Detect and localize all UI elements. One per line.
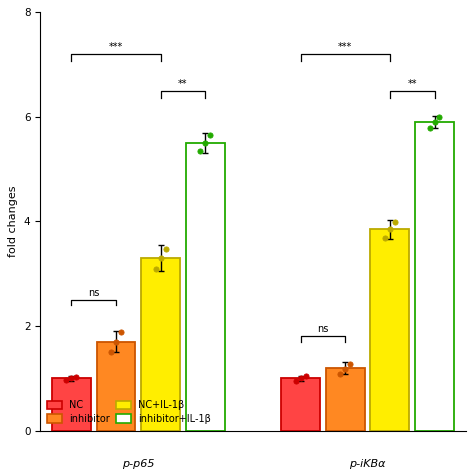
Text: p-iKBα: p-iKBα bbox=[349, 459, 386, 469]
Point bbox=[157, 254, 164, 262]
Legend: NC, inhibitor, NC+IL-1β, inhibitor+IL-1β: NC, inhibitor, NC+IL-1β, inhibitor+IL-1β bbox=[45, 399, 213, 426]
Point bbox=[152, 264, 159, 272]
Bar bbox=[371, 229, 410, 430]
Bar bbox=[281, 378, 320, 430]
Point bbox=[436, 113, 443, 121]
Point bbox=[431, 118, 438, 126]
Point bbox=[63, 376, 70, 383]
Text: ***: *** bbox=[338, 42, 353, 52]
Point bbox=[302, 372, 310, 380]
Point bbox=[68, 374, 75, 382]
Bar bbox=[326, 368, 365, 430]
Point bbox=[337, 370, 344, 378]
Point bbox=[196, 147, 204, 155]
Point bbox=[112, 338, 120, 346]
Y-axis label: fold changes: fold changes bbox=[9, 186, 18, 257]
Bar bbox=[52, 378, 91, 430]
Point bbox=[107, 348, 115, 356]
Bar bbox=[186, 143, 225, 430]
Bar bbox=[415, 122, 454, 430]
Point bbox=[386, 226, 394, 233]
Bar bbox=[97, 342, 136, 430]
Bar bbox=[141, 258, 180, 430]
Point bbox=[73, 373, 80, 381]
Text: ns: ns bbox=[318, 324, 328, 334]
Text: ns: ns bbox=[88, 288, 100, 298]
Text: ***: *** bbox=[109, 42, 123, 52]
Text: p-p65: p-p65 bbox=[122, 459, 155, 469]
Text: **: ** bbox=[178, 79, 188, 89]
Point bbox=[117, 328, 125, 336]
Point bbox=[426, 125, 433, 132]
Point bbox=[292, 377, 300, 385]
Point bbox=[297, 374, 304, 382]
Point bbox=[201, 139, 209, 147]
Text: **: ** bbox=[408, 79, 417, 89]
Point bbox=[381, 234, 389, 242]
Point bbox=[342, 365, 349, 373]
Point bbox=[346, 360, 354, 367]
Point bbox=[206, 131, 214, 139]
Point bbox=[162, 245, 169, 253]
Point bbox=[391, 219, 399, 226]
